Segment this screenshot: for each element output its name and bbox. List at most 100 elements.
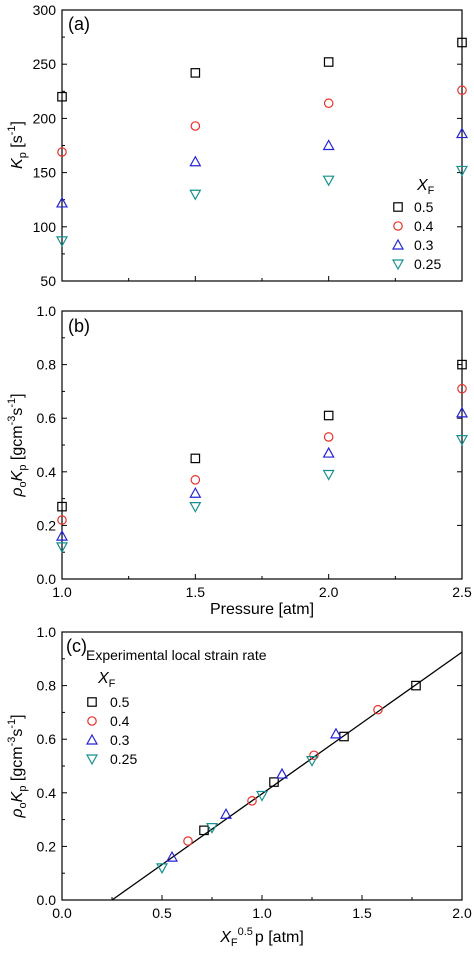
panel-b-data-points bbox=[55, 359, 469, 554]
y-tick-label: 50 bbox=[40, 273, 56, 289]
data-point-xf-0_4 bbox=[323, 432, 334, 442]
data-point-xf-0_5 bbox=[457, 359, 467, 370]
x-tick-label: 2.5 bbox=[452, 584, 472, 600]
data-point-xf-0_5 bbox=[57, 501, 67, 512]
data-point-xf-0_5 bbox=[190, 453, 201, 464]
fit-line bbox=[111, 651, 463, 901]
y-tick-label: 100 bbox=[33, 219, 57, 235]
x-tick-label: 1.0 bbox=[52, 584, 72, 600]
data-point-xf-0_5 bbox=[411, 680, 421, 691]
data-point-xf-0_3 bbox=[455, 127, 469, 139]
data-point-xf-0_3 bbox=[455, 406, 469, 418]
panel-c-fit-line-group bbox=[111, 651, 463, 901]
panel-a-legend-items: 0.5 0.4 0.3 0.25 bbox=[391, 199, 441, 272]
legend-label: 0.3 bbox=[414, 237, 434, 253]
data-point-xf-0_4 bbox=[183, 836, 193, 846]
data-point-xf-0_5 bbox=[323, 57, 334, 67]
y-tick-label: 250 bbox=[33, 56, 57, 72]
y-tick-label: 0.0 bbox=[37, 571, 57, 587]
panel-b-y-ticks: 0.0 0.2 0.4 0.6 0.8 1.0 bbox=[37, 303, 462, 587]
y-tick-label: 0.4 bbox=[37, 785, 57, 801]
data-point-xf-0_25 bbox=[455, 435, 469, 446]
legend-label: 0.5 bbox=[414, 199, 434, 215]
data-point-xf-0_3 bbox=[189, 487, 202, 498]
panel-a-frame bbox=[61, 9, 463, 282]
y-tick-label: 0.2 bbox=[37, 838, 57, 854]
data-point-xf-0_5 bbox=[57, 91, 67, 102]
x-tick-label: 1.5 bbox=[186, 584, 206, 600]
x-tick-label: 0.0 bbox=[52, 905, 72, 921]
y-tick-label: 0.8 bbox=[37, 678, 57, 694]
panel-a-label: (a) bbox=[68, 14, 90, 34]
y-tick-label: 200 bbox=[33, 110, 57, 126]
legend-label: 0.4 bbox=[414, 218, 434, 234]
data-point-xf-0_25 bbox=[255, 790, 269, 802]
data-point-xf-0_4 bbox=[373, 704, 383, 715]
y-tick-label: 0.0 bbox=[37, 892, 57, 908]
panel-c-legend: Experimental local strain rate XF 0.5 0.4… bbox=[85, 647, 267, 767]
data-point-xf-0_4 bbox=[457, 85, 467, 96]
y-tick-label: 0.4 bbox=[37, 464, 57, 480]
panel-c-x-axis-label: XF0.5​p [atm] bbox=[219, 926, 304, 949]
x-tick-label: 2.0 bbox=[319, 584, 339, 600]
data-point-xf-0_25 bbox=[322, 175, 335, 187]
panel-b-x-axis-label: Pressure [atm] bbox=[210, 601, 314, 618]
data-point-xf-0_4 bbox=[457, 383, 467, 394]
data-point-xf-0_25 bbox=[189, 502, 202, 513]
panel-c-legend-items: 0.5 0.4 0.3 0.25 bbox=[85, 694, 137, 767]
legend-marker-xf-0_4 bbox=[87, 716, 97, 726]
data-point-xf-0_25 bbox=[55, 236, 69, 248]
legend-marker-xf-0_25 bbox=[391, 259, 405, 271]
panel-b-frame bbox=[61, 310, 463, 580]
legend-label: 0.5 bbox=[110, 694, 130, 710]
data-point-xf-0_25 bbox=[322, 469, 335, 481]
data-point-xf-0_4 bbox=[57, 515, 67, 525]
data-point-xf-0_3 bbox=[275, 767, 289, 779]
y-tick-label: 150 bbox=[33, 165, 57, 181]
data-point-xf-0_4 bbox=[190, 475, 201, 485]
panel-c-x-ticks: 0.0 0.5 1.0 1.5 2.0 bbox=[52, 895, 472, 921]
data-point-xf-0_4 bbox=[309, 750, 319, 761]
y-tick-label: 0.2 bbox=[37, 517, 57, 533]
data-point-xf-0_3 bbox=[189, 155, 202, 167]
legend-marker-xf-0_5 bbox=[87, 697, 97, 707]
data-point-xf-0_5 bbox=[199, 825, 209, 836]
data-point-xf-0_4 bbox=[57, 147, 67, 157]
x-tick-label: 2.0 bbox=[452, 905, 472, 921]
legend-label: 0.25 bbox=[414, 256, 441, 272]
legend-marker-xf-0_3 bbox=[85, 733, 99, 745]
panel-a-y-axis-label: Kp [s-1] bbox=[6, 121, 29, 169]
y-tick-label: 0.6 bbox=[37, 410, 57, 426]
y-tick-label: 300 bbox=[33, 2, 57, 18]
data-point-xf-0_4 bbox=[247, 796, 257, 806]
panel-a-x-ticks bbox=[61, 276, 463, 281]
panel-a-y-ticks: 50 100 150 200 250 300 bbox=[33, 2, 462, 289]
panel-b-label: (b) bbox=[68, 316, 90, 336]
legend-marker-xf-0_5 bbox=[393, 202, 403, 212]
data-point-xf-0_3 bbox=[322, 139, 335, 151]
data-point-xf-0_25 bbox=[305, 756, 319, 767]
data-point-xf-0_5 bbox=[323, 410, 334, 421]
y-tick-label: 0.8 bbox=[37, 357, 57, 373]
panel-c-legend-title: XF bbox=[97, 670, 116, 690]
panel-c-legend-heading: Experimental local strain rate bbox=[86, 647, 267, 663]
panel-b: (b) 0.0 0.2 0.4 0.6 0.8 1.0 1.0 1.5 2.0 2.5 ρoKp… bbox=[6, 303, 472, 618]
panel-c-y-ticks: 0.0 0.2 0.4 0.6 0.8 1.0 bbox=[37, 624, 462, 908]
legend-label: 0.3 bbox=[110, 732, 130, 748]
x-tick-label: 1.0 bbox=[252, 905, 272, 921]
panel-c-data-points bbox=[155, 680, 421, 875]
data-point-xf-0_4 bbox=[190, 121, 201, 131]
panel-b-y-axis-label: ρoKp [gcm-3s-1] bbox=[6, 393, 29, 497]
x-tick-label: 1.5 bbox=[352, 905, 372, 921]
legend-marker-xf-0_4 bbox=[393, 221, 403, 231]
panel-b-x-ticks: 1.0 1.5 2.0 2.5 bbox=[52, 574, 472, 600]
legend-label: 0.25 bbox=[110, 751, 137, 767]
data-point-xf-0_3 bbox=[55, 529, 69, 541]
panel-a-legend: XF 0.5 0.4 0.3 0.25 bbox=[391, 177, 441, 272]
y-tick-label: 1.0 bbox=[37, 624, 57, 640]
data-point-xf-0_3 bbox=[329, 727, 343, 739]
data-point-xf-0_25 bbox=[55, 542, 69, 554]
data-point-xf-0_25 bbox=[205, 823, 219, 834]
data-point-xf-0_5 bbox=[457, 37, 467, 48]
